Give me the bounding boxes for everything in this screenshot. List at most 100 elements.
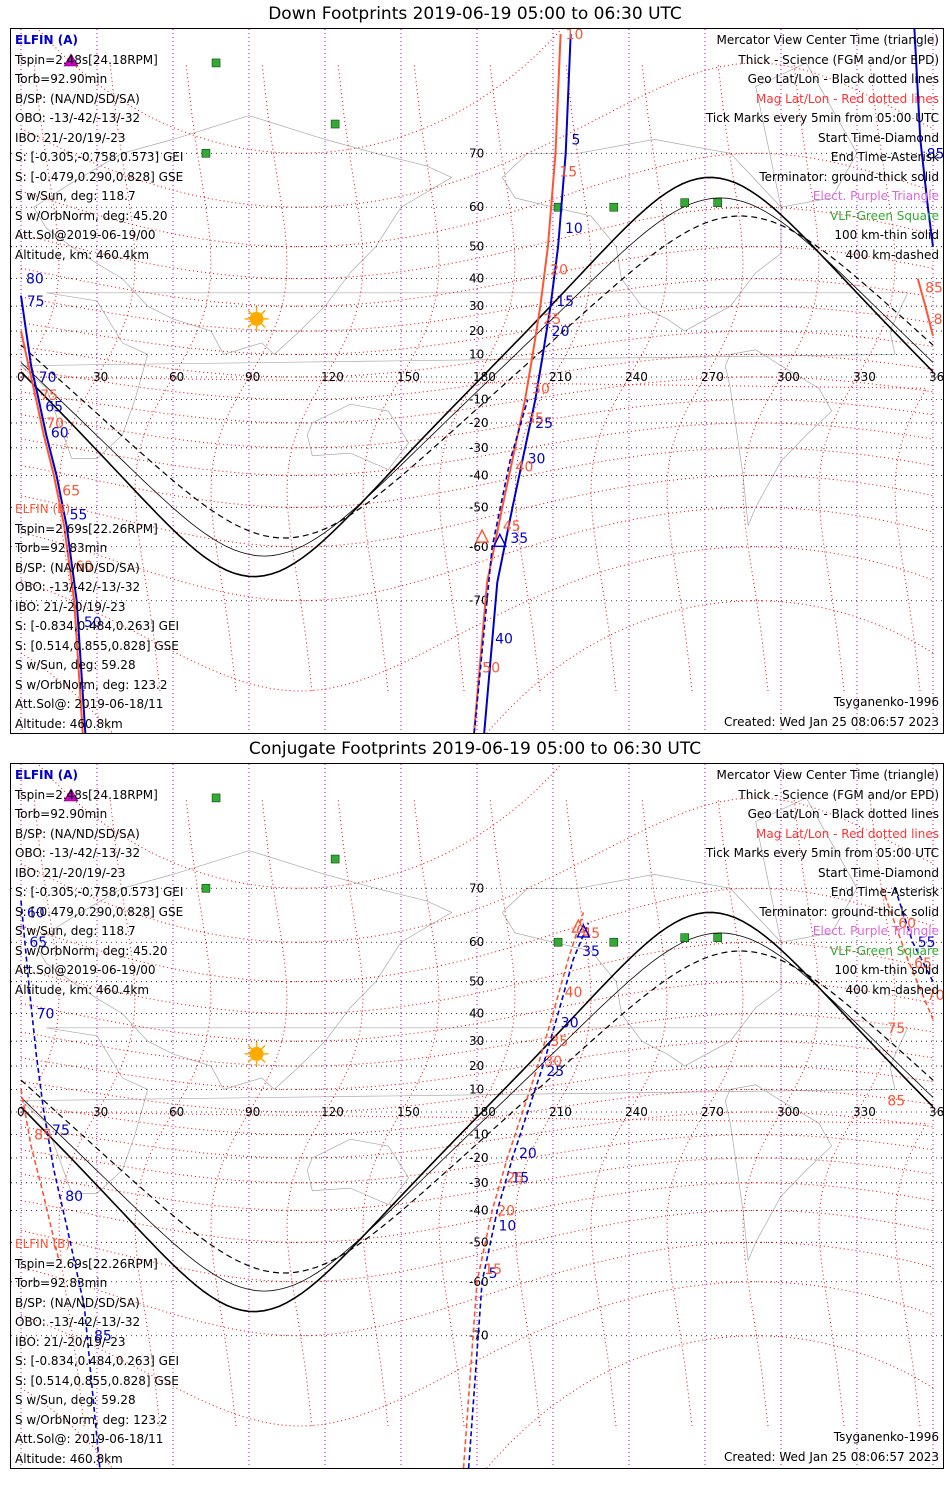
vlf-station-marker xyxy=(713,933,722,942)
terminator-ground xyxy=(20,176,934,578)
lon-tick-label: 60 xyxy=(169,1105,184,1119)
lon-tick-label: 30 xyxy=(93,1105,108,1119)
elfin-a-line: Torb=92.90min xyxy=(15,72,108,86)
elfin-a-track xyxy=(467,922,590,1468)
legend-entry: 400 km-dashed xyxy=(845,247,939,262)
legend-entry: End Time-Asterisk xyxy=(830,885,939,899)
coastline xyxy=(502,139,782,332)
elfin-b-track xyxy=(20,1089,60,1261)
lat-tick-label: -30 xyxy=(469,441,489,455)
elfin-a-line: IBO: 21/-20/19/-23 xyxy=(15,865,126,880)
mag-parallel xyxy=(20,330,934,378)
lat-tick-label: -60 xyxy=(469,1275,489,1289)
track-tick-label: 85 xyxy=(887,1094,905,1110)
elfin-a-line: Att.Sol@2019-06-19/00 xyxy=(15,963,156,977)
lat-tick-label: -10 xyxy=(469,393,489,407)
elfin-b-line: Tspin=2.69s[22.26RPM] xyxy=(15,521,158,536)
elfin-a-info: ELFIN (A) Tspin=2.48s[24.18RPM] Torb=92.… xyxy=(15,31,183,265)
lat-tick-label: 30 xyxy=(469,299,484,313)
lon-tick-label: 270 xyxy=(701,370,724,384)
track-tick-label: 35 xyxy=(526,411,544,427)
elfin-b-line: B/SP: (NA/ND/SD/SA) xyxy=(15,560,140,575)
mag-parallel xyxy=(37,29,562,154)
track-tick-label: 20 xyxy=(552,324,570,340)
lon-tick-label: 330 xyxy=(853,1105,876,1119)
lat-tick-label: -20 xyxy=(469,1151,489,1165)
lon-tick-label: 330 xyxy=(853,370,876,384)
elfin-b-line: IBO: 21/-20/19/-23 xyxy=(15,1334,126,1349)
lon-tick-label: 0 xyxy=(17,370,25,384)
legend-entry: Mag Lat/Lon - Red dotted lines xyxy=(755,91,939,106)
track-tick-label: 30 xyxy=(544,1054,562,1070)
model-label: Tsyganenko-1996 xyxy=(833,695,939,709)
mag-parallel xyxy=(20,546,934,692)
mag-grid xyxy=(20,29,934,733)
track-tick-label: 5 xyxy=(489,1266,498,1282)
legend-entry: Tick Marks every 5min from 05:00 UTC xyxy=(705,846,939,860)
coastline xyxy=(306,403,410,471)
coastline xyxy=(306,1138,410,1206)
track-tick-label: 15 xyxy=(556,294,574,310)
vlf-station-marker xyxy=(609,202,619,212)
track-tick-label: 40 xyxy=(495,631,513,647)
legend-entry: Mercator View Center Time (triangle) xyxy=(716,33,939,47)
mag-parallel xyxy=(20,1111,934,1159)
lat-tick-label: 20 xyxy=(469,1059,484,1073)
track-tick-label: 20 xyxy=(519,1146,537,1162)
legend-entry: Mag Lat/Lon - Red dotted lines xyxy=(755,826,939,841)
mag-grid xyxy=(20,764,934,1468)
track-tick-label: 10 xyxy=(498,1219,516,1235)
lon-tick-label: 150 xyxy=(397,1105,420,1119)
elfin-b-line: S w/Sun, deg: 59.28 xyxy=(15,1393,136,1407)
legend-entry: VLF-Green Square xyxy=(830,943,939,958)
elfin-a-info: ELFIN (A) Tspin=2.48s[24.18RPM] Torb=92.… xyxy=(15,766,183,1000)
elfin-a-label: ELFIN (A) xyxy=(15,768,78,782)
sun-ray xyxy=(247,1058,253,1063)
track-tick-label: 5 xyxy=(572,132,581,148)
map-panel-conjugate: 0 30 60 90 120 150 180 210 240 270 300 330 360 70 60 50… xyxy=(10,763,944,1469)
vlf-station-marker xyxy=(211,793,221,803)
lat-tick-label: 40 xyxy=(469,1007,484,1021)
map-svg-conjugate: 0 30 60 90 120 150 180 210 240 270 300 330 360 70 60 50… xyxy=(11,764,943,1468)
track-tick-label: 65 xyxy=(914,956,932,972)
track-tick-label: 30 xyxy=(528,451,546,467)
elfin-b-line: S: [-0.834,0.484,0.263] GEI xyxy=(15,1354,180,1368)
track-tick-label: 60 xyxy=(51,426,69,442)
legend-entry: End Time-Asterisk xyxy=(830,150,939,164)
legend-entry: Tick Marks every 5min from 05:00 UTC xyxy=(705,111,939,125)
sun-disc xyxy=(249,1046,264,1061)
coastline xyxy=(724,349,833,526)
elect-triangle-marker xyxy=(63,788,79,802)
lat-tick-label: 10 xyxy=(469,347,484,361)
elfin-b-line: OBO: -13/-42/-13/-32 xyxy=(15,580,141,594)
elfin-a-line: S w/Sun, deg: 118.7 xyxy=(15,189,136,203)
track-tick-label: 70 xyxy=(46,416,64,432)
lat-tick-label: 10 xyxy=(469,1082,484,1096)
elfin-b-line: Att.Sol@: 2019-06-18/11 xyxy=(15,697,164,711)
track-tick-label: 85 xyxy=(34,1128,52,1144)
track-tick-label: 80 xyxy=(26,272,44,288)
mag-meridian xyxy=(20,62,928,692)
mag-parallel xyxy=(20,376,934,424)
legend-block: Mercator View Center Time (triangle) Thic… xyxy=(706,766,939,1000)
sun-disc xyxy=(249,311,264,326)
lon-tick-label: 300 xyxy=(777,1105,800,1119)
lon-tick-label: 360 xyxy=(929,1105,943,1119)
center-time-triangle xyxy=(492,532,507,548)
mag-parallel xyxy=(20,1182,934,1243)
track-tick-label: 75 xyxy=(52,1123,70,1139)
elfin-b-line: OBO: -13/-42/-13/-32 xyxy=(15,1315,141,1329)
track-tick-label: 10 xyxy=(565,221,583,237)
track-tick-label: 70 xyxy=(39,370,57,386)
elfin-a-line: S w/OrbNorm, deg: 45.20 xyxy=(15,208,168,223)
elfin-b-line: Tspin=2.69s[22.26RPM] xyxy=(15,1256,158,1271)
lat-tick-label: -50 xyxy=(469,500,489,514)
terminator-ground xyxy=(20,911,934,1313)
lon-tick-label: 360 xyxy=(929,370,943,384)
lon-tick-label: 0 xyxy=(17,1105,25,1119)
elfin-a-track xyxy=(20,295,87,733)
track-tick-label: 65 xyxy=(29,935,47,951)
legend-entry: Thick - Science (FGM and/or EPD) xyxy=(738,52,939,67)
elfin-b-line: S w/Sun, deg: 59.28 xyxy=(15,658,136,672)
legend-entry: Elect. Purple Triangle xyxy=(812,924,939,938)
